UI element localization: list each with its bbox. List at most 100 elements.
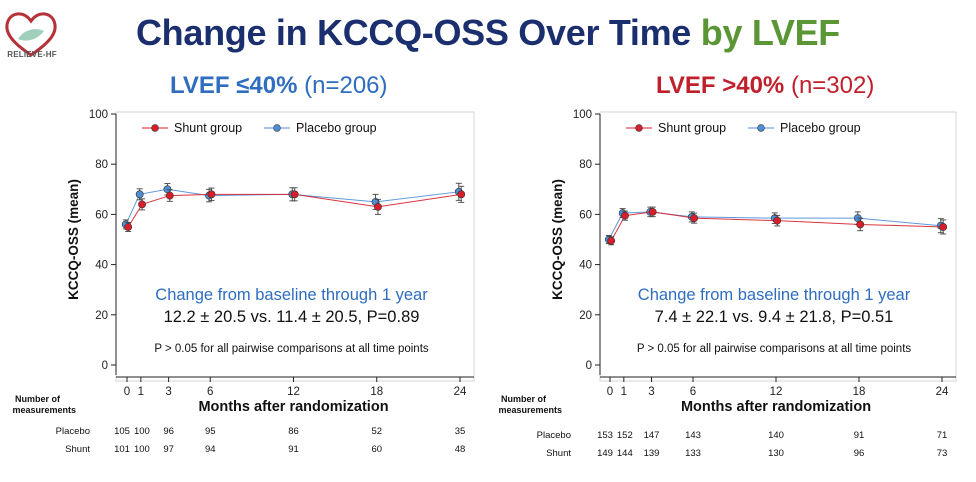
x-tick-label: 24 (936, 386, 949, 398)
change-from-baseline-label: Change from baseline through 1 year (155, 286, 428, 304)
count-cell: 96 (163, 426, 174, 437)
count-cell: 147 (644, 430, 660, 441)
data-point (135, 190, 144, 199)
pairwise-note: P > 0.05 for all pairwise comparisons at… (154, 343, 429, 355)
legend-label: Placebo group (780, 121, 861, 135)
legend-label: Placebo group (296, 121, 377, 135)
x-tick-label: 12 (770, 386, 783, 398)
data-point (374, 202, 382, 211)
plot-region (599, 111, 957, 382)
left-panel-title-n: (n=206) (304, 72, 388, 99)
logo-text: RELIEVE-HF (7, 50, 57, 59)
x-tick-label: 18 (370, 386, 383, 398)
count-cell: 100 (134, 444, 150, 455)
data-point (607, 236, 616, 245)
title-accent: by LVEF (700, 12, 841, 53)
data-point (621, 211, 629, 220)
count-cell: 140 (768, 430, 784, 441)
x-tick-label: 24 (454, 386, 467, 398)
x-tick-label: 1 (621, 386, 627, 398)
counts-row-label: Placebo (56, 426, 90, 437)
y-tick-label: 60 (579, 209, 592, 221)
pairwise-note: P > 0.05 for all pairwise comparisons at… (637, 343, 912, 355)
y-tick-label: 40 (95, 260, 108, 272)
legend-marker (635, 124, 643, 132)
count-cell: 139 (644, 448, 660, 459)
y-tick-label: 80 (579, 159, 592, 171)
data-point (138, 200, 146, 209)
right-panel-title-bold: LVEF >40% (656, 72, 785, 99)
y-tick-label: 40 (579, 260, 592, 272)
counts-row-label: Shunt (65, 444, 90, 455)
y-tick-label: 60 (95, 209, 108, 221)
count-cell: 153 (597, 430, 613, 441)
count-cell: 48 (455, 444, 466, 455)
count-cell: 35 (455, 426, 466, 437)
x-tick-label: 6 (690, 386, 696, 398)
data-point (124, 223, 133, 231)
right-panel-title-n: (n=302) (790, 72, 875, 99)
counts-header-line1: Number of (501, 394, 547, 404)
y-tick-label: 0 (102, 360, 108, 372)
y-axis-label: KCCQ-OSS (mean) (550, 179, 565, 300)
heart-icon (5, 12, 57, 57)
legend-label: Shunt group (658, 121, 726, 135)
data-point (856, 220, 865, 229)
y-tick-label: 80 (95, 159, 108, 171)
y-tick-label: 0 (586, 360, 592, 372)
data-point (773, 216, 782, 225)
count-cell: 133 (685, 448, 701, 459)
legend-marker (273, 124, 281, 132)
data-point (290, 190, 299, 199)
count-cell: 101 (114, 444, 130, 455)
legend-marker (151, 124, 159, 132)
data-point (648, 207, 657, 216)
x-tick-label: 0 (607, 386, 613, 398)
data-point (207, 190, 216, 199)
left-panel-title: LVEF ≤40% (n=206) (170, 72, 388, 100)
x-tick-label: 18 (853, 386, 866, 398)
data-point (939, 223, 948, 231)
counts-row-label: Shunt (546, 448, 571, 459)
right-panel-title: LVEF >40% (n=302) (656, 72, 874, 100)
y-axis-label: KCCQ-OSS (mean) (66, 179, 81, 300)
count-cell: 91 (854, 430, 865, 441)
count-cell: 100 (134, 426, 150, 437)
title-main: Change in KCCQ-OSS Over Time (135, 12, 692, 53)
count-cell: 73 (937, 448, 948, 459)
y-tick-label: 100 (573, 109, 592, 121)
data-point (690, 214, 699, 223)
count-cell: 95 (205, 426, 216, 437)
leaf-icon (18, 29, 44, 41)
change-from-baseline-label: Change from baseline through 1 year (638, 286, 911, 304)
y-tick-label: 20 (579, 310, 592, 322)
count-cell: 86 (288, 426, 299, 437)
counts-row-label: Placebo (537, 430, 571, 441)
page-title: Change in KCCQ-OSS Over Time by LVEF (0, 12, 976, 54)
count-cell: 91 (288, 444, 299, 455)
x-axis-label: Months after randomization (681, 399, 871, 415)
count-cell: 96 (854, 448, 865, 459)
x-tick-label: 12 (287, 386, 300, 398)
x-axis-label: Months after randomization (198, 399, 388, 415)
count-cell: 60 (371, 444, 382, 455)
count-cell: 105 (114, 426, 130, 437)
count-cell: 130 (768, 448, 784, 459)
y-tick-label: 20 (95, 310, 108, 322)
legend-label: Shunt group (174, 121, 242, 135)
legend-marker (757, 124, 765, 132)
counts-header-line2: measurements (12, 405, 76, 415)
left-panel-title-bold: LVEF ≤40% (170, 72, 298, 99)
data-point (457, 190, 466, 199)
count-cell: 71 (937, 430, 948, 441)
x-tick-label: 1 (138, 386, 144, 398)
change-from-baseline-values: 7.4 ± 22.1 vs. 9.4 ± 21.8, P=0.51 (655, 308, 894, 326)
count-cell: 97 (163, 444, 174, 455)
x-tick-label: 3 (165, 386, 171, 398)
count-cell: 94 (205, 444, 216, 455)
y-tick-label: 100 (89, 109, 108, 121)
change-from-baseline-values: 12.2 ± 20.5 vs. 11.4 ± 20.5, P=0.89 (164, 308, 420, 326)
count-cell: 149 (597, 448, 613, 459)
